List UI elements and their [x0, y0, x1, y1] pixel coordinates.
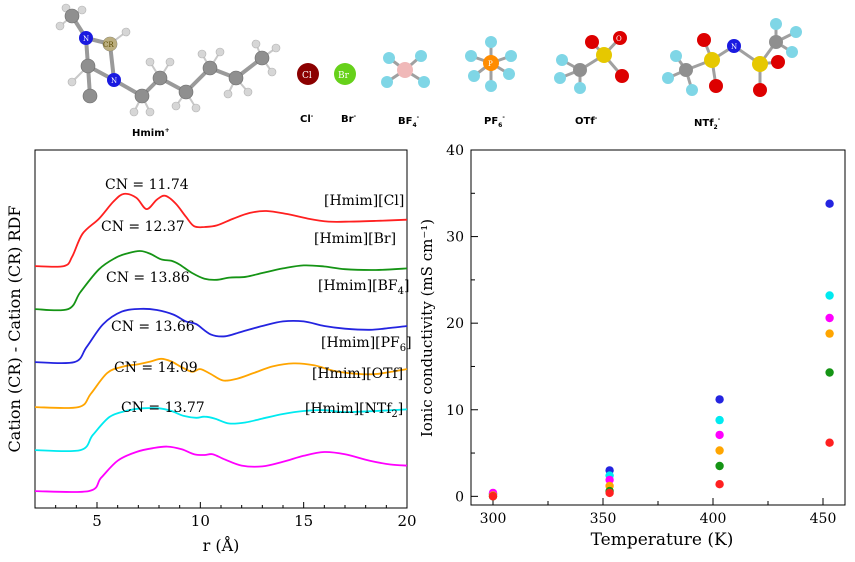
- conductivity-point-ntf2: [825, 313, 834, 323]
- rdf-x-tick-label: 5: [92, 512, 102, 530]
- molecule-panel: N N CR Hmim+ Cl Cl- Br Br- BF4-: [55, 3, 802, 139]
- conductivity-point-cl: [488, 492, 498, 501]
- otf-label: OTf-: [575, 115, 598, 127]
- rdf-cn-label-ntf2: CN = 13.77: [121, 400, 205, 416]
- svg-text:Br: Br: [338, 71, 350, 81]
- conductivity-point-pf6: [825, 329, 834, 338]
- conductivity-x-tick-label: 300: [480, 511, 507, 527]
- conductivity-y-tick-label: 30: [446, 230, 464, 246]
- rdf-cn-label-pf6: CN = 13.66: [111, 319, 195, 335]
- rdf-line-pf6: [34, 357, 408, 409]
- rdf-cn-label-br: CN = 12.37: [101, 219, 185, 235]
- rdf-series-label-cl: [Hmim][Cl]: [324, 193, 404, 209]
- rdf-series-label-br: [Hmim][Br]: [314, 231, 396, 247]
- rdf-series-label-bf4: [Hmim][BF4]: [318, 278, 409, 297]
- conductivity-point-otf: [715, 415, 724, 425]
- rdf-series-label-ntf2: [Hmim][NTf2]: [305, 401, 403, 420]
- svg-text:P: P: [488, 60, 493, 68]
- rdf-cn-label-bf4: CN = 13.86: [106, 270, 190, 286]
- hmim-cr-label: CR: [103, 41, 114, 49]
- otf-molecule-icon: O: [554, 31, 629, 94]
- conductivity-ticks: 300 350 400 450 0 10 20 30 40: [446, 143, 836, 527]
- rdf-labels-group: [Hmim][Cl] CN = 11.74 [Hmim][Br] CN = 12.37…: [101, 177, 412, 420]
- conductivity-point-pf6: [715, 446, 724, 455]
- conductivity-y-axis-label: Ionic conductivity (mS cm⁻¹): [418, 219, 436, 437]
- conductivity-y-tick-label: 0: [455, 489, 464, 505]
- chloride-label: Cl-: [300, 113, 314, 125]
- rdf-series-group: [34, 192, 408, 493]
- conductivity-x-axis-label: Temperature (K): [591, 530, 734, 550]
- conductivity-point-otf: [825, 291, 834, 300]
- hmim-label: Hmim+: [132, 127, 170, 139]
- conductivity-point-ntf2: [605, 475, 614, 485]
- hmim-n2-label: N: [111, 77, 117, 85]
- rdf-cn-label-otf: CN = 14.09: [114, 360, 198, 376]
- rdf-series-label-otf: [Hmim][OTf]: [312, 366, 403, 382]
- rdf-line-br: [34, 250, 408, 312]
- bf4-label: BF4-: [398, 114, 420, 129]
- rdf-line-ntf2: [34, 445, 408, 493]
- conductivity-point-br: [825, 368, 834, 377]
- ntf2-label: NTf2-: [694, 116, 721, 131]
- conductivity-point-bf4: [825, 199, 834, 208]
- conductivity-points-group: [488, 199, 834, 501]
- pf6-molecule-icon: P: [465, 36, 517, 92]
- rdf-line-cl: [34, 192, 408, 268]
- conductivity-point-br: [715, 461, 724, 471]
- conductivity-point-ntf2: [715, 430, 724, 440]
- conductivity-point-cl: [715, 480, 724, 489]
- rdf-x-tick-label: 15: [294, 512, 313, 530]
- bromide-atom-icon: Br: [334, 63, 356, 85]
- svg-text:N: N: [731, 43, 737, 51]
- conductivity-y-tick-label: 40: [446, 143, 464, 159]
- conductivity-y-tick-label: 20: [446, 316, 464, 332]
- bf4-molecule-icon: [381, 50, 430, 88]
- rdf-x-ticks: 5 10 15 20: [55, 502, 417, 530]
- conductivity-plot-frame: [470, 149, 846, 506]
- chloride-atom-icon: Cl: [297, 63, 319, 85]
- rdf-series-label-pf6: [Hmim][PF6]: [321, 335, 412, 354]
- rdf-x-tick-label: 20: [397, 512, 416, 530]
- conductivity-x-tick-label: 400: [700, 511, 727, 527]
- conductivity-point-cl: [825, 438, 834, 447]
- rdf-y-axis-label: Cation (CR) - Cation (CR) RDF: [5, 206, 24, 453]
- conductivity-x-tick-label: 350: [590, 511, 617, 527]
- hmim-molecule-icon: N N CR: [55, 3, 281, 117]
- conductivity-y-tick-label: 10: [446, 403, 464, 419]
- ntf2-molecule-icon: N: [662, 18, 802, 97]
- conductivity-chart: 300 350 400 450 0 10 20 30 40 Temperature (K) Io…: [418, 143, 846, 550]
- rdf-chart: 5 10 15 20 [Hmim][Cl] CN = 11.74 [Hmim][Br] CN…: [5, 149, 417, 555]
- conductivity-point-cl: [605, 488, 614, 498]
- pf6-label: PF6-: [484, 114, 505, 129]
- rdf-x-axis-label: r (Å): [203, 535, 240, 555]
- rdf-cn-label-cl: CN = 11.74: [105, 177, 189, 193]
- rdf-line-bf4: [34, 307, 408, 365]
- bromide-label: Br-: [341, 113, 357, 125]
- hmim-n1-label: N: [83, 35, 89, 43]
- rdf-x-tick-label: 10: [191, 512, 210, 530]
- conductivity-point-bf4: [715, 395, 724, 404]
- svg-text:Cl: Cl: [302, 71, 312, 81]
- conductivity-x-tick-label: 450: [810, 511, 837, 527]
- rdf-line-otf: [34, 407, 408, 453]
- svg-text:O: O: [616, 35, 622, 43]
